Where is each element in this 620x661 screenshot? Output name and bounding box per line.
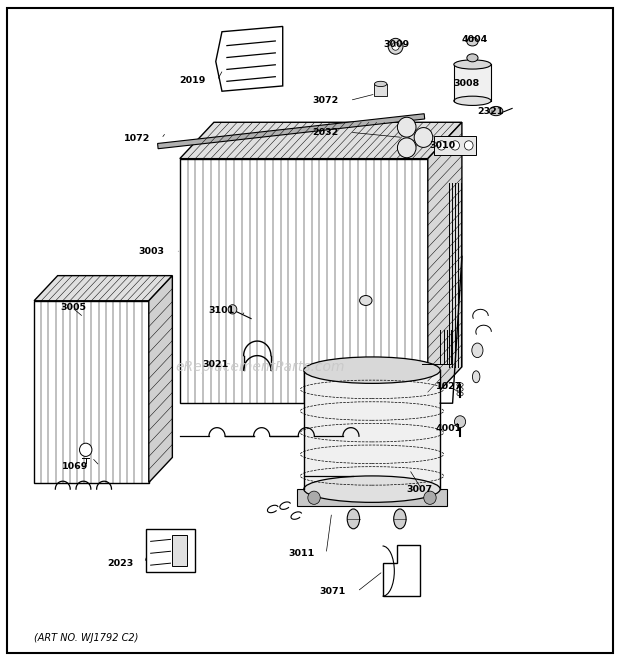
Ellipse shape: [472, 371, 480, 383]
Ellipse shape: [472, 343, 483, 358]
Polygon shape: [297, 489, 447, 506]
Ellipse shape: [467, 54, 478, 61]
Text: 1072: 1072: [123, 134, 150, 143]
Text: 2019: 2019: [179, 76, 206, 85]
Polygon shape: [383, 545, 420, 596]
Text: 2023: 2023: [107, 559, 133, 568]
Text: 1069: 1069: [62, 461, 89, 471]
Ellipse shape: [304, 357, 440, 383]
Text: 2321: 2321: [477, 106, 504, 116]
Text: 3011: 3011: [289, 549, 315, 559]
Circle shape: [424, 491, 436, 504]
Text: 3003: 3003: [138, 247, 164, 256]
Ellipse shape: [374, 81, 387, 87]
Text: 3021: 3021: [202, 360, 228, 369]
Circle shape: [308, 491, 320, 504]
Polygon shape: [180, 159, 428, 403]
Polygon shape: [34, 276, 172, 301]
Bar: [172, 535, 187, 566]
Text: 4004: 4004: [462, 35, 488, 44]
Text: 3101: 3101: [208, 306, 234, 315]
Ellipse shape: [467, 37, 478, 46]
Text: 3007: 3007: [407, 485, 433, 494]
Ellipse shape: [454, 60, 491, 69]
Circle shape: [454, 416, 466, 428]
Polygon shape: [374, 84, 387, 96]
Polygon shape: [454, 64, 491, 100]
Text: 3005: 3005: [61, 303, 87, 312]
Polygon shape: [34, 301, 149, 483]
Circle shape: [464, 141, 473, 150]
Text: 2032: 2032: [312, 128, 339, 137]
Text: 4001: 4001: [436, 424, 462, 433]
Ellipse shape: [304, 476, 440, 502]
Text: 3010: 3010: [430, 141, 456, 150]
Text: eReplacementParts.com: eReplacementParts.com: [175, 360, 345, 374]
Ellipse shape: [347, 509, 360, 529]
Circle shape: [388, 38, 403, 54]
Polygon shape: [146, 529, 195, 572]
Ellipse shape: [454, 97, 491, 105]
Circle shape: [414, 128, 433, 147]
Circle shape: [228, 305, 237, 314]
Text: 3008: 3008: [454, 79, 480, 88]
Circle shape: [392, 42, 399, 50]
Circle shape: [397, 138, 416, 158]
Ellipse shape: [489, 106, 503, 116]
Circle shape: [79, 443, 92, 456]
Polygon shape: [180, 122, 462, 159]
Polygon shape: [157, 114, 425, 149]
Ellipse shape: [360, 295, 372, 305]
Circle shape: [397, 117, 416, 137]
Text: 3072: 3072: [312, 96, 339, 105]
Polygon shape: [428, 122, 462, 403]
Text: 3071: 3071: [320, 587, 346, 596]
Polygon shape: [216, 26, 283, 91]
Circle shape: [437, 141, 446, 150]
Polygon shape: [149, 276, 172, 483]
Circle shape: [451, 141, 459, 150]
Polygon shape: [434, 136, 476, 155]
Text: (ART NO. WJ1792 C2): (ART NO. WJ1792 C2): [34, 633, 138, 643]
Text: 1027: 1027: [435, 382, 462, 391]
Text: 3009: 3009: [383, 40, 409, 50]
Polygon shape: [304, 370, 440, 489]
Ellipse shape: [394, 509, 406, 529]
